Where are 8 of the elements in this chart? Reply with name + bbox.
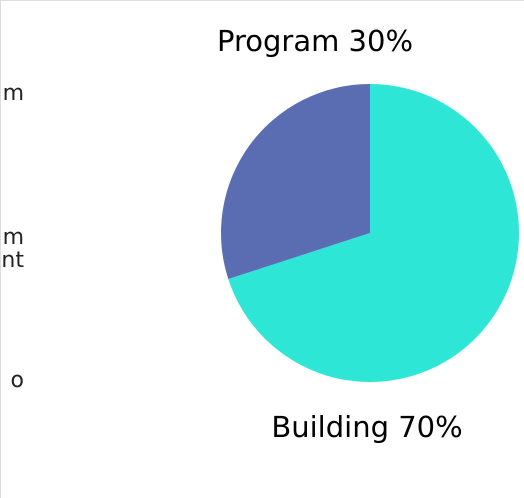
text: o (10, 368, 24, 393)
text: m (2, 225, 24, 250)
slice-label: Program 30% (216, 24, 414, 58)
pie-slice (228, 84, 519, 382)
pie-slice (221, 84, 370, 280)
text: nt (1, 248, 24, 273)
text: m (2, 81, 24, 106)
slice-label: Building 70% (271, 410, 463, 444)
